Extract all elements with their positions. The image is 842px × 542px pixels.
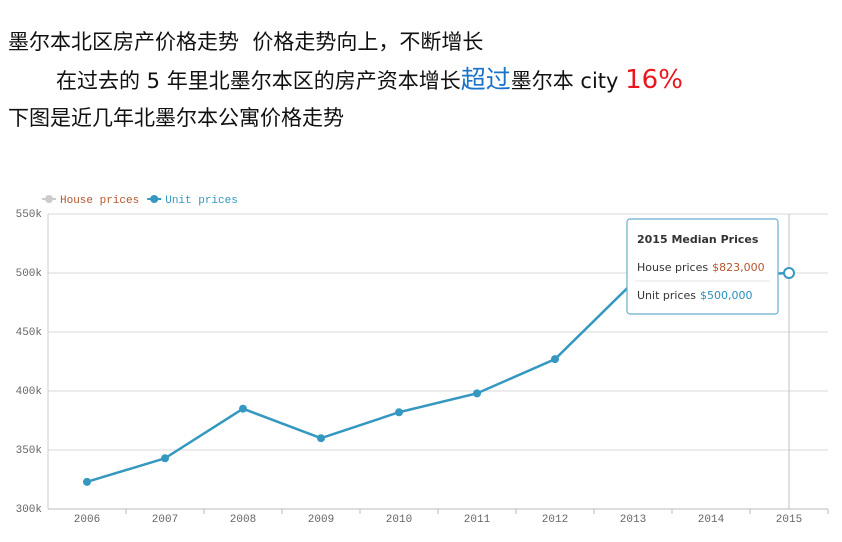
text: 墨尔本 city: [510, 69, 619, 93]
highlight: 超过: [460, 65, 511, 94]
x-tick-label: 2012: [542, 514, 568, 526]
percent: 16%: [625, 65, 683, 95]
x-tick-label: 2007: [152, 514, 178, 526]
legend-marker: [45, 195, 53, 203]
tooltip-title: 2015 Median Prices: [637, 233, 759, 246]
y-tick-label: 400k: [16, 386, 43, 398]
legend-item[interactable]: Unit prices: [147, 195, 238, 207]
text: 在过去的 5 年里北墨尔本区的房产资本增长: [56, 69, 461, 93]
x-tick-label: 2014: [698, 514, 725, 526]
point: [395, 408, 403, 417]
y-tick-label: 550k: [16, 209, 43, 221]
tooltip-value: $500,000: [700, 289, 753, 302]
tooltip-value: $823,000: [712, 261, 765, 274]
point: [783, 267, 795, 279]
x-tick-label: 2015: [776, 514, 802, 526]
y-tick-label: 500k: [16, 268, 43, 280]
header-line1: 墨尔本北区房产价格走势 价格走势向上，不断增长: [8, 30, 484, 54]
header-line2: 在过去的 5 年里北墨尔本区的房产资本增长超过墨尔本 city 16%: [56, 60, 683, 96]
y-tick-label: 300k: [16, 504, 43, 516]
legend-marker: [150, 195, 159, 203]
x-tick-label: 2011: [464, 514, 491, 526]
legend-label: Unit prices: [165, 195, 238, 207]
x-tick-label: 2008: [230, 514, 256, 526]
point: [317, 434, 325, 443]
x-tick-label: 2006: [74, 514, 100, 526]
x-tick-label: 2009: [308, 514, 334, 526]
point: [239, 404, 247, 413]
tooltip-name: Unit prices: [637, 289, 696, 302]
header-line3: 下图是近几年北墨尔本公寓价格走势: [8, 106, 344, 130]
legend-label: House prices: [60, 195, 139, 207]
point: [551, 355, 559, 364]
y-tick-label: 450k: [16, 327, 43, 339]
point: [83, 477, 91, 486]
tooltip-name: House prices: [637, 261, 708, 274]
legend-item[interactable]: House prices: [42, 195, 139, 207]
x-tick-label: 2013: [620, 514, 646, 526]
x-tick-label: 2010: [386, 514, 412, 526]
y-tick-label: 350k: [16, 445, 43, 457]
point: [161, 454, 169, 463]
tooltip-box: [626, 218, 779, 315]
point: [473, 389, 481, 398]
